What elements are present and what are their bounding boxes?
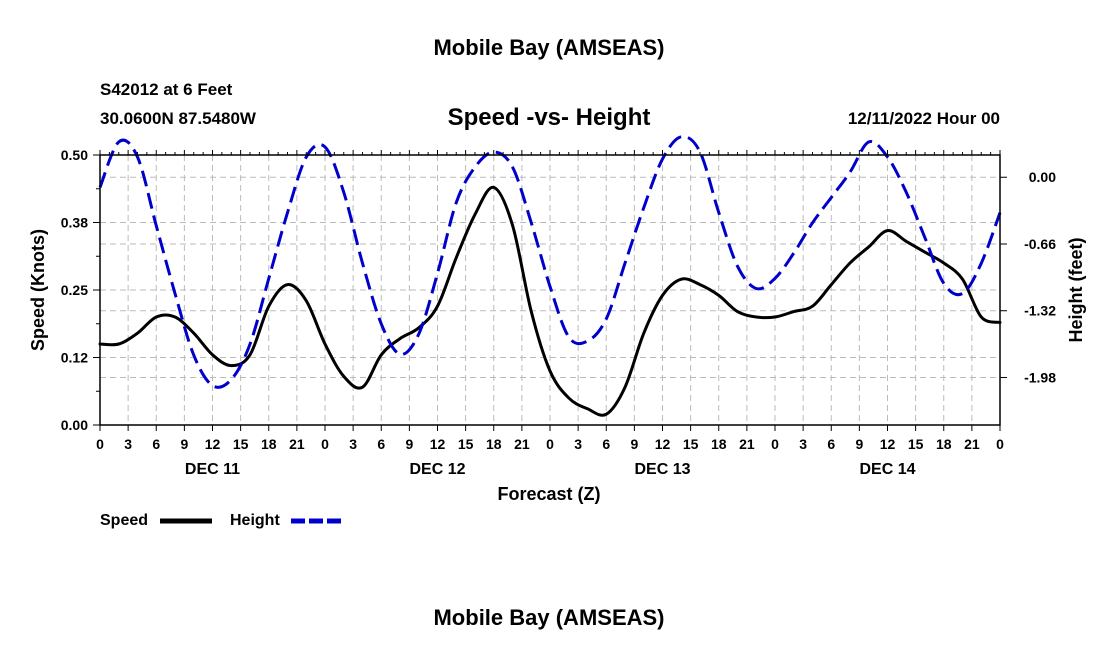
station-label: S42012 at 6 Feet	[100, 80, 233, 99]
chart-subtitle: Speed -vs- Height	[448, 104, 651, 131]
x-tick-label: 6	[827, 436, 835, 452]
day-label: DEC 11	[185, 461, 240, 478]
y-left-tick-label: 0.25	[61, 282, 88, 298]
x-tick-label: 15	[233, 436, 249, 452]
y-left-tick-label: 0.50	[61, 147, 88, 163]
plot-frame	[99, 154, 1001, 426]
main-title: Mobile Bay (AMSEAS)	[433, 35, 664, 60]
x-tick-label: 15	[683, 436, 699, 452]
x-tick-label: 18	[711, 436, 727, 452]
y-right-axis-label: Height (feet)	[1066, 238, 1086, 343]
x-tick-label: 0	[96, 436, 104, 452]
day-label: DEC 13	[634, 461, 690, 478]
x-tick-label: 6	[152, 436, 160, 452]
datetime-label: 12/11/2022 Hour 00	[848, 109, 1000, 128]
x-tick-label: 18	[936, 436, 952, 452]
y-right-tick-label: -0.66	[1024, 236, 1056, 252]
y-left-tick-label: 0.12	[61, 350, 88, 366]
legend-speed-label: Speed	[100, 512, 148, 529]
x-axis-label: Forecast (Z)	[497, 484, 600, 504]
x-tick-label: 9	[855, 436, 863, 452]
x-tick-label: 12	[655, 436, 671, 452]
y-left-tick-label: 0.38	[61, 215, 88, 231]
x-tick-label: 3	[349, 436, 357, 452]
x-tick-label: 15	[908, 436, 924, 452]
x-tick-label: 12	[880, 436, 896, 452]
y-left-axis-label: Speed (Knots)	[28, 229, 48, 351]
x-tick-label: 18	[261, 436, 277, 452]
y-right-tick-label: -1.32	[1024, 303, 1056, 319]
x-tick-label: 0	[996, 436, 1004, 452]
x-tick-label: 18	[486, 436, 502, 452]
x-tick-label: 12	[430, 436, 446, 452]
y-right-tick-label: -1.98	[1024, 369, 1056, 385]
x-tick-label: 6	[377, 436, 385, 452]
day-label: DEC 12	[409, 461, 465, 478]
x-tick-label: 9	[405, 436, 413, 452]
height-series-line	[98, 135, 1002, 389]
y-left-tick-label: 0.00	[61, 417, 88, 433]
x-tick-label: 0	[771, 436, 779, 452]
x-tick-label: 6	[602, 436, 610, 452]
x-tick-label: 21	[964, 436, 980, 452]
x-tick-label: 21	[739, 436, 755, 452]
x-tick-label: 3	[574, 436, 582, 452]
x-tick-label: 3	[799, 436, 807, 452]
x-tick-label: 9	[180, 436, 188, 452]
coords-label: 30.0600N 87.5480W	[100, 109, 257, 128]
x-tick-label: 12	[205, 436, 221, 452]
bottom-title: Mobile Bay (AMSEAS)	[433, 605, 664, 630]
speed-series-line	[98, 185, 1002, 417]
x-tick-label: 3	[124, 436, 132, 452]
x-tick-label: 21	[289, 436, 305, 452]
x-tick-label: 15	[458, 436, 474, 452]
x-tick-label: 0	[546, 436, 554, 452]
x-tick-label: 0	[321, 436, 329, 452]
x-tick-label: 21	[514, 436, 530, 452]
legend-height-label: Height	[230, 512, 280, 529]
y-right-tick-label: 0.00	[1029, 169, 1056, 185]
day-label: DEC 14	[859, 461, 915, 478]
x-tick-label: 9	[630, 436, 638, 452]
